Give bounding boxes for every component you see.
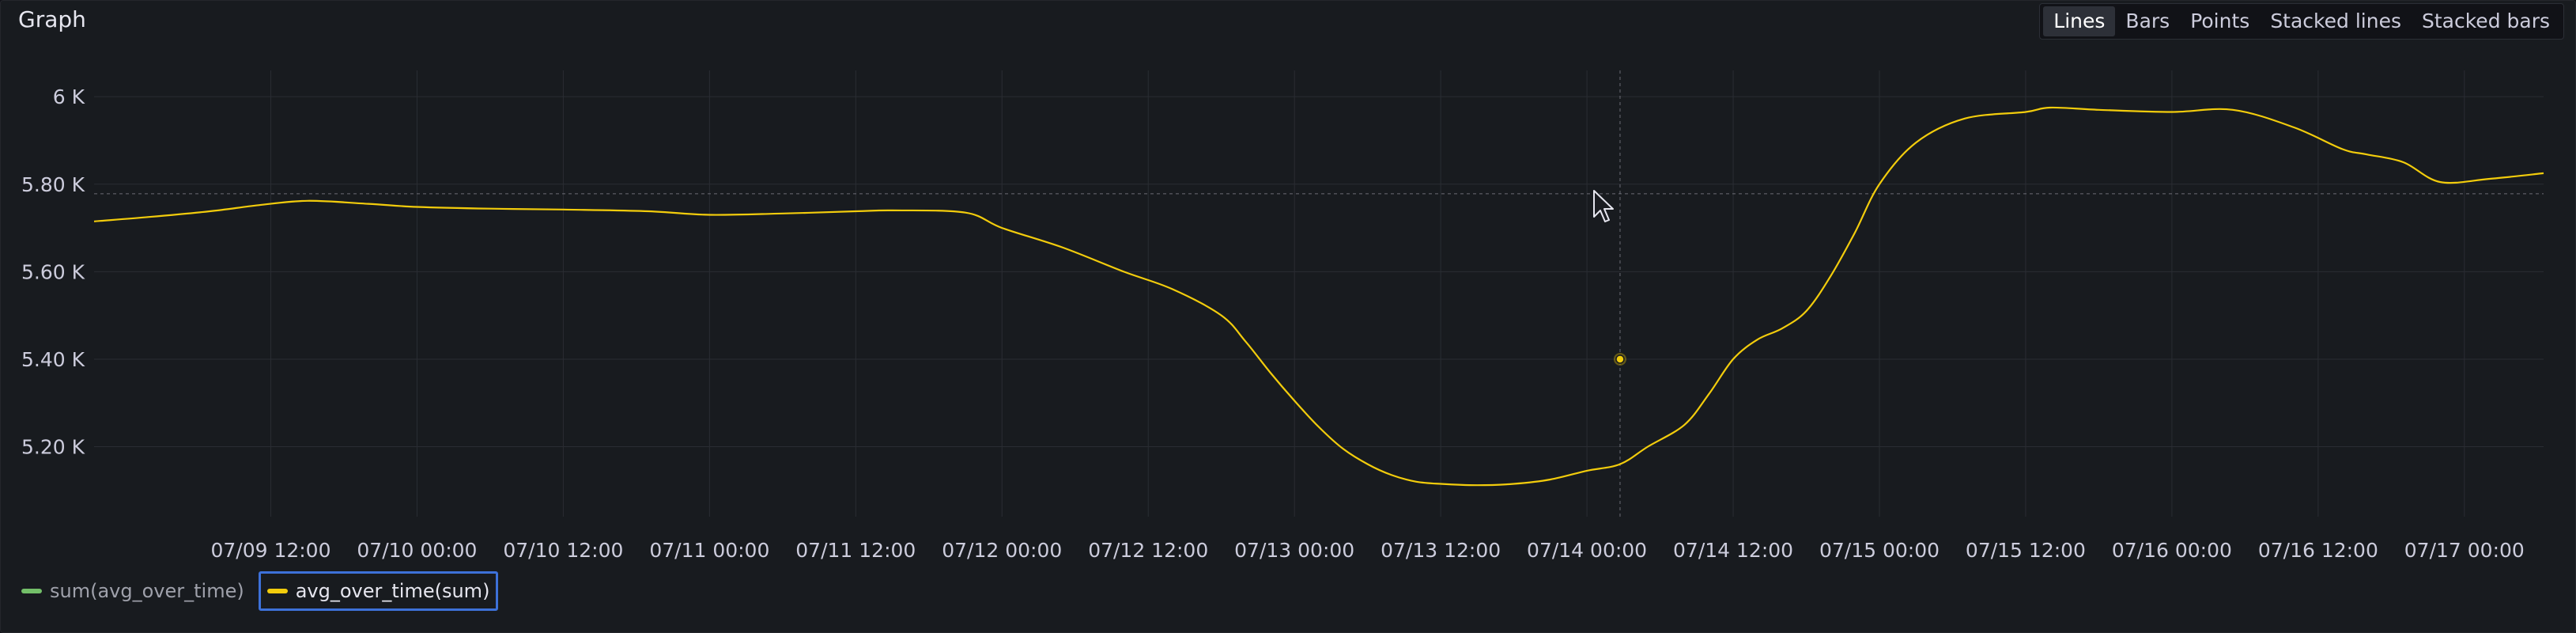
crosshair: [94, 70, 2544, 517]
hover-marker: [1613, 352, 1626, 366]
series-lines: [93, 106, 2544, 487]
x-tick-label: 07/16 00:00: [2112, 539, 2232, 562]
chart-legend: sum(avg_over_time) avg_over_time(sum): [21, 571, 499, 611]
y-tick-label: 5.60 K: [21, 260, 85, 283]
legend-swatch: [266, 589, 288, 593]
x-tick-label: 07/12 00:00: [942, 539, 1062, 562]
legend-label: sum(avg_over_time): [50, 580, 244, 602]
y-tick-label: 5.20 K: [21, 436, 85, 459]
legend-swatch: [21, 589, 42, 593]
x-axis-labels: 07/09 12:00 07/10 00:00 07/10 12:00 07/11 0…: [210, 539, 2524, 562]
x-tick-label: 07/13 12:00: [1381, 539, 1501, 562]
legend-item-avg-over-time-sum[interactable]: avg_over_time(sum): [258, 571, 499, 611]
x-tick-label: 07/14 12:00: [1673, 539, 1793, 562]
time-series-chart[interactable]: 6 K5.80 K5.60 K5.40 K5.20 K 07/09 12:00 0…: [1, 1, 2575, 563]
view-mode-points-button[interactable]: Points: [2190, 9, 2250, 32]
y-axis-labels: 6 K 5.80 K 5.60 K 5.40 K 5.20 K: [21, 85, 85, 458]
y-tick-label: 5.80 K: [21, 173, 85, 196]
x-tick-label: 07/10 12:00: [503, 539, 623, 562]
grid-lines: [94, 70, 2544, 517]
view-mode-stacked-lines-button[interactable]: Stacked lines: [2270, 9, 2401, 32]
x-tick-label: 07/09 12:00: [210, 539, 330, 562]
x-tick-label: 07/14 00:00: [1527, 539, 1647, 562]
hover-point: [1615, 354, 1625, 364]
x-tick-label: 07/15 12:00: [1966, 539, 2086, 562]
x-tick-label: 07/12 12:00: [1088, 539, 1208, 562]
view-mode-stacked-bars-button[interactable]: Stacked bars: [2421, 9, 2550, 32]
view-mode-lines-button[interactable]: Lines: [2043, 6, 2116, 36]
x-tick-label: 07/13 00:00: [1234, 539, 1354, 562]
y-tick-label: 5.40 K: [21, 348, 85, 371]
legend-label: avg_over_time(sum): [295, 580, 490, 602]
x-tick-label: 07/11 00:00: [649, 539, 769, 562]
x-tick-label: 07/11 12:00: [795, 539, 916, 562]
x-tick-label: 07/15 00:00: [1819, 539, 1940, 562]
view-mode-bars-button[interactable]: Bars: [2125, 9, 2170, 32]
x-tick-label: 07/17 00:00: [2404, 539, 2525, 562]
x-tick-label: 07/10 00:00: [357, 539, 477, 562]
panel-title: Graph: [18, 6, 86, 32]
legend-item-sum-avg-over-time[interactable]: sum(avg_over_time): [21, 574, 244, 608]
x-tick-label: 07/16 12:00: [2258, 539, 2378, 562]
y-tick-label: 6 K: [53, 85, 85, 108]
view-mode-toggle: Lines Bars Points Stacked lines Stacked …: [2039, 3, 2564, 40]
series-line-avg-over-time-sum: [93, 106, 2544, 487]
mouse-cursor-icon: [1593, 190, 1614, 222]
